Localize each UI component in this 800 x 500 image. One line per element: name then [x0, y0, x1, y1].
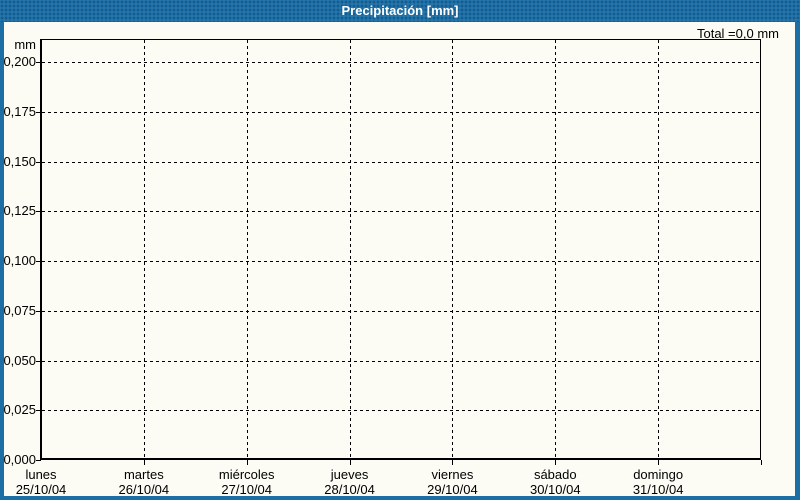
x-day-label: martes [123, 467, 164, 482]
x-gridline [555, 40, 556, 458]
y-axis-tick [36, 162, 41, 163]
x-gridline [658, 40, 659, 458]
y-tick-label: 0,025 [3, 402, 36, 417]
x-gridline [247, 40, 248, 458]
x-gridline [452, 40, 453, 458]
y-gridline [42, 211, 760, 212]
y-gridline [42, 112, 760, 113]
y-tick-label: 0,075 [3, 303, 36, 318]
y-tick-label: 0,175 [3, 104, 36, 119]
x-gridline [144, 40, 145, 458]
y-tick-label: 0,200 [3, 54, 36, 69]
y-axis-tick [36, 311, 41, 312]
y-gridline [42, 261, 760, 262]
x-day-label: lunes [25, 467, 57, 482]
y-tick-label: 0,125 [3, 203, 36, 218]
y-axis-tick [36, 410, 41, 411]
window-titlebar[interactable]: Precipitación [mm] [0, 0, 800, 22]
total-annotation: Total =0,0 mm [696, 26, 779, 41]
y-tick-label: 0,000 [3, 452, 36, 467]
window-border-left [0, 22, 4, 500]
x-date-label: 27/10/04 [221, 482, 272, 497]
x-day-label: sábado [533, 467, 577, 482]
y-axis-tick [36, 361, 41, 362]
y-axis-unit-label: mm [14, 37, 36, 52]
x-date-label: 26/10/04 [118, 482, 170, 497]
chart-title: Precipitación [mm] [341, 3, 459, 18]
x-date-label: 28/10/04 [324, 482, 375, 497]
x-date-label: 31/10/04 [632, 482, 684, 497]
plot-area [40, 39, 761, 460]
y-axis-tick [36, 211, 41, 212]
x-date-label: 30/10/04 [529, 482, 581, 497]
y-gridline [42, 361, 760, 362]
x-date-label: 29/10/04 [427, 482, 478, 497]
window-border-bottom [0, 496, 800, 500]
x-day-label: jueves [330, 467, 369, 482]
y-gridline [42, 410, 760, 411]
y-axis-tick [36, 460, 41, 461]
window-border-right [795, 22, 800, 500]
y-axis-tick [36, 112, 41, 113]
x-axis-tick [761, 460, 762, 465]
x-gridline [350, 40, 351, 458]
y-axis-tick [36, 62, 41, 63]
y-gridline [42, 62, 760, 63]
y-gridline [42, 162, 760, 163]
x-axis-tick [247, 460, 248, 465]
x-day-label: viernes [431, 467, 474, 482]
y-tick-label: 0,050 [3, 353, 36, 368]
y-axis-tick [36, 261, 41, 262]
x-axis-tick [452, 460, 453, 465]
x-axis-tick [658, 460, 659, 465]
x-axis-tick [144, 460, 145, 465]
x-axis-tick [350, 460, 351, 465]
y-gridline [42, 311, 760, 312]
x-day-label: miércoles [218, 467, 275, 482]
x-day-label: domingo [633, 467, 684, 482]
y-tick-label: 0,150 [3, 154, 36, 169]
y-tick-label: 0,100 [3, 253, 36, 268]
x-axis-tick [555, 460, 556, 465]
x-date-label: 25/10/04 [15, 482, 67, 497]
